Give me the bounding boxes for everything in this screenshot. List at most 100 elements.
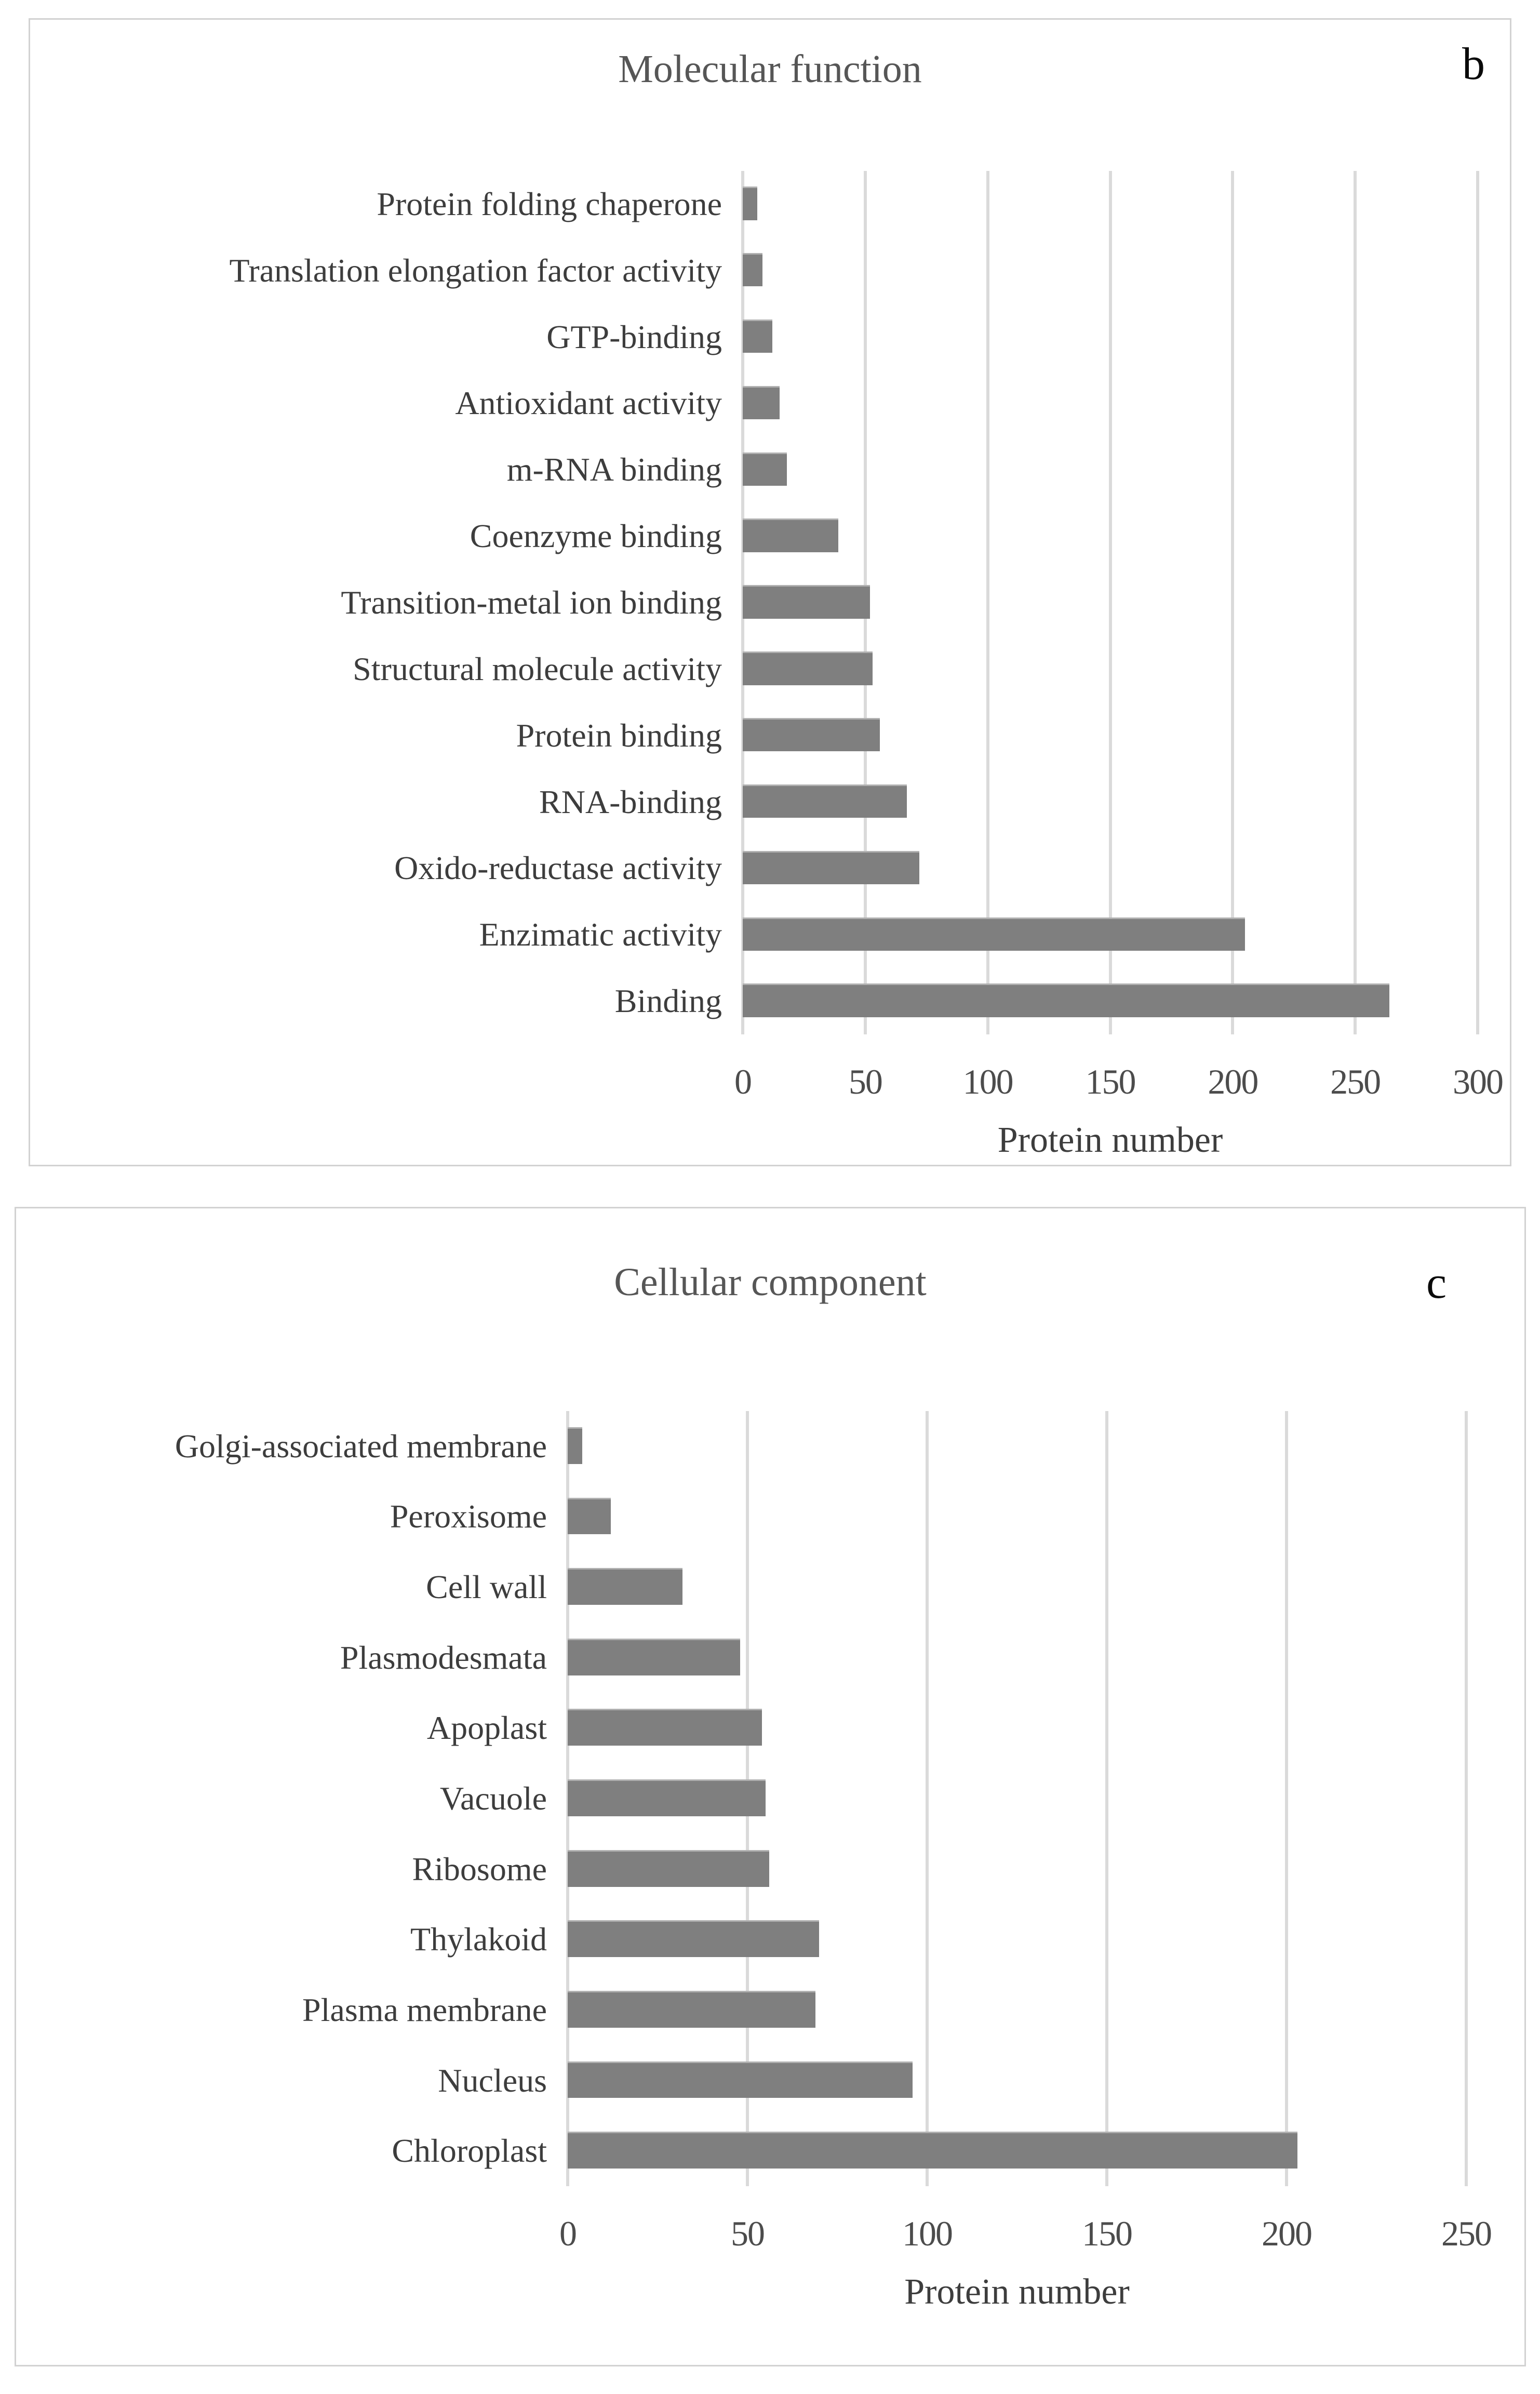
chart-row: RNA-binding	[30, 769, 1478, 835]
x-tick-label: 150	[1082, 2214, 1133, 2253]
x-tick-label: 100	[962, 1062, 1014, 1101]
category-label: Peroxisome	[390, 1498, 547, 1535]
bar-track	[743, 171, 1478, 237]
chart-row: Antioxidant activity	[30, 370, 1478, 437]
bar-track	[743, 569, 1478, 636]
bar-track	[568, 1482, 1466, 1552]
bar-track	[568, 1763, 1466, 1834]
bar-track	[568, 1552, 1466, 1622]
chart-row: Golgi-associated membrane	[16, 1411, 1466, 1482]
bar-track	[568, 1622, 1466, 1693]
category-label: Thylakoid	[410, 1921, 547, 1958]
bar-track	[743, 968, 1478, 1034]
chart-row: GTP-binding	[30, 304, 1478, 370]
category-label: Golgi-associated membrane	[175, 1427, 547, 1465]
chart-row: Peroxisome	[16, 1482, 1466, 1552]
bar-track	[568, 1411, 1466, 1482]
category-label: Protein binding	[516, 716, 722, 754]
chart-row: Protein folding chaperone	[30, 171, 1478, 237]
bar-binding	[743, 985, 1390, 1017]
bar-apoplast	[568, 1710, 762, 1746]
category-label: Apoplast	[426, 1709, 547, 1747]
x-tick-label: 50	[731, 2214, 765, 2253]
gridline	[1285, 1411, 1288, 2186]
category-label: Antioxidant activity	[455, 384, 722, 422]
bar-track	[743, 304, 1478, 370]
x-tick-label: 250	[1441, 2214, 1492, 2253]
category-label: m-RNA binding	[506, 451, 722, 488]
category-label: Coenzyme binding	[470, 517, 722, 555]
x-tick-label: 200	[1262, 2214, 1313, 2253]
bar-rows: Golgi-associated membrane Peroxisome Cell …	[16, 1411, 1524, 2186]
gridline	[926, 1411, 929, 2186]
bar-antioxidant-activity	[743, 387, 780, 420]
bar-plasma-membrane	[568, 1992, 816, 2028]
bar-rna-binding	[743, 786, 907, 818]
chart-row: Nucleus	[16, 2045, 1466, 2116]
bar-oxido-reductase-activity	[743, 852, 919, 885]
bar-track	[568, 1904, 1466, 1975]
x-axis-label: Protein number	[904, 2272, 1130, 2312]
chart-row: Plasma membrane	[16, 1975, 1466, 2045]
bar-track	[743, 702, 1478, 769]
panel-cellular-component: c Cellular component Golgi-associated me…	[15, 1207, 1526, 2366]
category-label: Nucleus	[438, 2062, 547, 2099]
bar-track	[743, 237, 1478, 304]
chart-row: Thylakoid	[16, 1904, 1466, 1975]
x-axis: 0 50 100 150 200 250 300	[734, 1034, 1504, 1112]
bar-track	[743, 636, 1478, 702]
bar-track	[743, 835, 1478, 901]
category-label: Ribosome	[412, 1850, 547, 1887]
bar-track	[743, 769, 1478, 835]
bar-track	[743, 370, 1478, 437]
category-label: Chloroplast	[392, 2132, 547, 2170]
chart-row: Binding	[30, 968, 1478, 1034]
chart-row: Enzimatic activity	[30, 901, 1478, 968]
bar-track	[743, 901, 1478, 968]
bar-golgi-associated-membrane	[568, 1428, 582, 1464]
chart-row: Apoplast	[16, 1693, 1466, 1764]
x-tick-label: 50	[848, 1062, 883, 1101]
x-axis-label: Protein number	[997, 1120, 1223, 1160]
panel-molecular-function: b Molecular function Protein folding cha…	[29, 18, 1511, 1166]
x-tick-label: 0	[559, 2214, 577, 2253]
gridline	[1465, 1411, 1468, 2186]
category-label: Vacuole	[439, 1780, 547, 1817]
bar-transition-metal-ion-binding	[743, 587, 871, 619]
x-tick-label: 250	[1330, 1062, 1381, 1101]
bar-track	[743, 436, 1478, 503]
panel-letter-c: c	[1426, 1258, 1447, 1308]
category-label: Oxido-reductase activity	[394, 849, 722, 887]
bar-track	[568, 2045, 1466, 2116]
category-label: Structural molecule activity	[353, 650, 722, 687]
bar-ribosome	[568, 1851, 769, 1887]
bar-protein-binding	[743, 719, 880, 752]
bar-thylakoid	[568, 1922, 820, 1958]
bar-plasmodesmata	[568, 1640, 741, 1675]
bar-enzimatic-activity	[743, 919, 1245, 951]
bar-protein-folding-chaperone	[743, 188, 758, 220]
category-label: GTP-binding	[546, 318, 722, 355]
bar-vacuole	[568, 1781, 766, 1816]
chart-row: m-RNA binding	[30, 436, 1478, 503]
category-label: Protein folding chaperone	[377, 185, 722, 222]
bar-gtp-binding	[743, 321, 772, 353]
bar-coenzyme-binding	[743, 520, 838, 552]
chart-row: Structural molecule activity	[30, 636, 1478, 702]
x-axis: 0 50 100 150 200 250	[559, 2186, 1492, 2264]
chart-row: Transition-metal ion binding	[30, 569, 1478, 636]
x-tick-label: 0	[734, 1062, 752, 1101]
chart-row: Oxido-reductase activity	[30, 835, 1478, 901]
chart-row: Chloroplast	[16, 2116, 1466, 2186]
bar-rows: Protein folding chaperone Translation elo…	[30, 171, 1510, 1034]
gridline	[1476, 171, 1479, 1034]
x-tick-label: 300	[1453, 1062, 1504, 1101]
chart-row: Coenzyme binding	[30, 503, 1478, 569]
category-label: Plasma membrane	[302, 1991, 547, 2028]
gridline	[1231, 171, 1235, 1034]
chart-title: Cellular component	[614, 1260, 927, 1304]
gridline	[1354, 171, 1357, 1034]
bar-track	[568, 1975, 1466, 2045]
bar-m-rna-binding	[743, 454, 787, 486]
chart-row: Plasmodesmata	[16, 1622, 1466, 1693]
